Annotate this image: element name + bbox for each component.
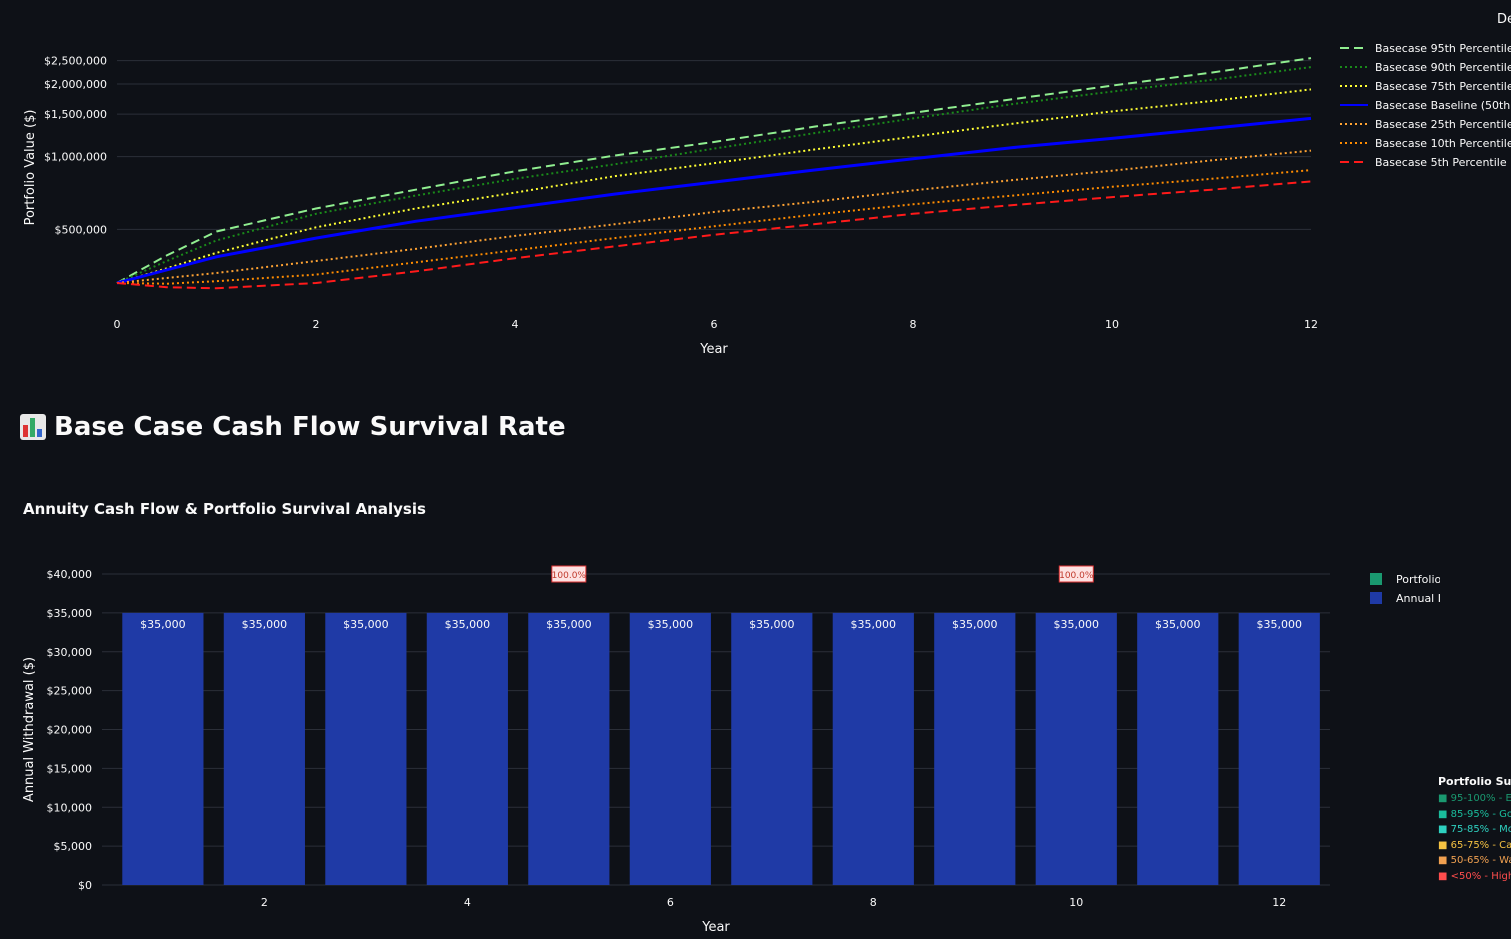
bar-value-label: $35,000 <box>242 618 288 631</box>
x-tick-label: 10 <box>1069 896 1083 909</box>
series-line-0 <box>116 57 1312 284</box>
bar <box>426 612 508 885</box>
x-tick-label: 8 <box>910 318 917 331</box>
series-line-3 <box>116 116 1312 285</box>
legend-label: Portfolio Withdrawal <box>1396 573 1440 586</box>
x-tick-label: 2 <box>313 318 320 331</box>
y-tick-label: $30,000 <box>47 646 93 659</box>
bar-value-label: $35,000 <box>140 618 186 631</box>
y-tick-label: $1,000,000 <box>44 151 107 164</box>
survival-legend-item: ■ 65-75% - Ca <box>1438 839 1511 851</box>
survival-legend-item: ■ 50-65% - Wa <box>1438 855 1511 867</box>
y-tick-label: $2,000,000 <box>44 78 107 91</box>
bar <box>629 612 711 885</box>
survival-annotation-box <box>1058 565 1094 583</box>
y-tick-label: $0 <box>78 879 92 892</box>
legend-label: Basecase 10th Percentile <box>1375 137 1511 150</box>
x-tick-label: 12 <box>1272 896 1286 909</box>
bar <box>832 612 914 885</box>
y-axis-label: Annual Withdrawal ($) <box>22 657 37 802</box>
legend-label: Basecase 90th Percentile <box>1375 61 1511 74</box>
legend-label: Basecase 95th Percentile <box>1375 42 1511 55</box>
series-line-2 <box>116 88 1312 284</box>
bar <box>528 612 610 885</box>
x-axis-label: Year <box>699 342 728 357</box>
legend-swatch <box>1370 592 1382 604</box>
bar <box>1137 612 1219 885</box>
cash-flow-survival-chart: $0 $5,000 $10,000 $15,000 $20,000 $25,000 $30,… <box>22 565 1440 935</box>
x-tick-label: 6 <box>711 318 718 331</box>
bar-value-label: $35,000 <box>851 618 897 631</box>
bar-value-label: $35,000 <box>749 618 795 631</box>
survival-annotation-box <box>551 565 587 583</box>
y-tick-label: $25,000 <box>47 685 93 698</box>
bar-value-label: $35,000 <box>546 618 592 631</box>
legend-label: Basecase 5th Percentile <box>1375 156 1507 169</box>
series-line-4 <box>116 149 1312 284</box>
x-tick-label: 2 <box>261 896 268 909</box>
survival-legend-item: ■ 85-95% - Go <box>1438 808 1511 820</box>
bar <box>1035 612 1117 885</box>
y-tick-label: $2,500,000 <box>44 55 107 68</box>
bar <box>122 612 204 885</box>
y-tick-label: $35,000 <box>47 607 93 620</box>
survival-legend: Portfolio Sur ■ 95-100% - E ■ 85-95% - Go… <box>1438 775 1511 885</box>
y-tick-label: $5,000 <box>54 840 93 853</box>
section-title-text: Base Case Cash Flow Survival Rate <box>54 412 566 442</box>
y-tick-label: $40,000 <box>47 568 93 581</box>
y-tick-label: $15,000 <box>47 762 93 775</box>
chart2-title: Annuity Cash Flow & Portfolio Survival A… <box>23 500 426 518</box>
survival-legend-item: ■ 95-100% - E <box>1438 793 1511 804</box>
legend-label: Basecase Baseline (50th) <box>1375 99 1511 112</box>
legend-label: Annual Investments <box>1396 592 1440 605</box>
x-tick-label: 4 <box>512 318 519 331</box>
series-line-5 <box>116 169 1312 285</box>
bar-value-label: $35,000 <box>952 618 998 631</box>
bar <box>1238 612 1320 885</box>
y-tick-label: $20,000 <box>47 724 93 737</box>
bar-value-label: $35,000 <box>1155 618 1201 631</box>
x-tick-label: 0 <box>114 318 121 331</box>
legend-swatch <box>1370 573 1382 585</box>
y-tick-label: $10,000 <box>47 801 93 814</box>
legend-label: Basecase 25th Percentile <box>1375 118 1511 131</box>
series-line-6 <box>116 180 1312 290</box>
bar-value-label: $35,000 <box>648 618 694 631</box>
cut-off-header-text: De <box>1497 12 1511 27</box>
legend-label: Basecase 75th Percentile <box>1375 80 1511 93</box>
y-tick-label: $1,500,000 <box>44 108 107 121</box>
portfolio-percentile-chart: $500,000 $1,000,000 $1,500,000 $2,000,000 $2… <box>23 42 1511 357</box>
bar-value-label: $35,000 <box>1054 618 1100 631</box>
bar-value-label: $35,000 <box>1257 618 1303 631</box>
y-tick-label: $500,000 <box>55 223 108 236</box>
bar <box>223 612 305 885</box>
y-axis-label: Portfolio Value ($) <box>23 110 38 226</box>
bar <box>934 612 1016 885</box>
bar-chart-icon <box>20 414 46 440</box>
series-line-1 <box>116 66 1312 284</box>
x-tick-label: 10 <box>1105 318 1119 331</box>
bar-value-label: $35,000 <box>445 618 491 631</box>
survival-annotation: 100.0% <box>1059 571 1094 581</box>
survival-legend-item: ■ <50% - High <box>1438 870 1511 882</box>
survival-legend-item: ■ 75-85% - Mo <box>1438 824 1511 836</box>
x-tick-label: 8 <box>870 896 877 909</box>
survival-annotation: 100.0% <box>552 571 587 581</box>
bar-value-label: $35,000 <box>343 618 389 631</box>
bar <box>731 612 813 885</box>
x-tick-label: 6 <box>667 896 674 909</box>
bar <box>325 612 407 885</box>
survival-legend-title: Portfolio Sur <box>1438 775 1511 788</box>
section-title: Base Case Cash Flow Survival Rate <box>20 412 566 442</box>
x-axis-label: Year <box>701 920 730 935</box>
x-tick-label: 12 <box>1304 318 1318 331</box>
x-tick-label: 4 <box>464 896 471 909</box>
